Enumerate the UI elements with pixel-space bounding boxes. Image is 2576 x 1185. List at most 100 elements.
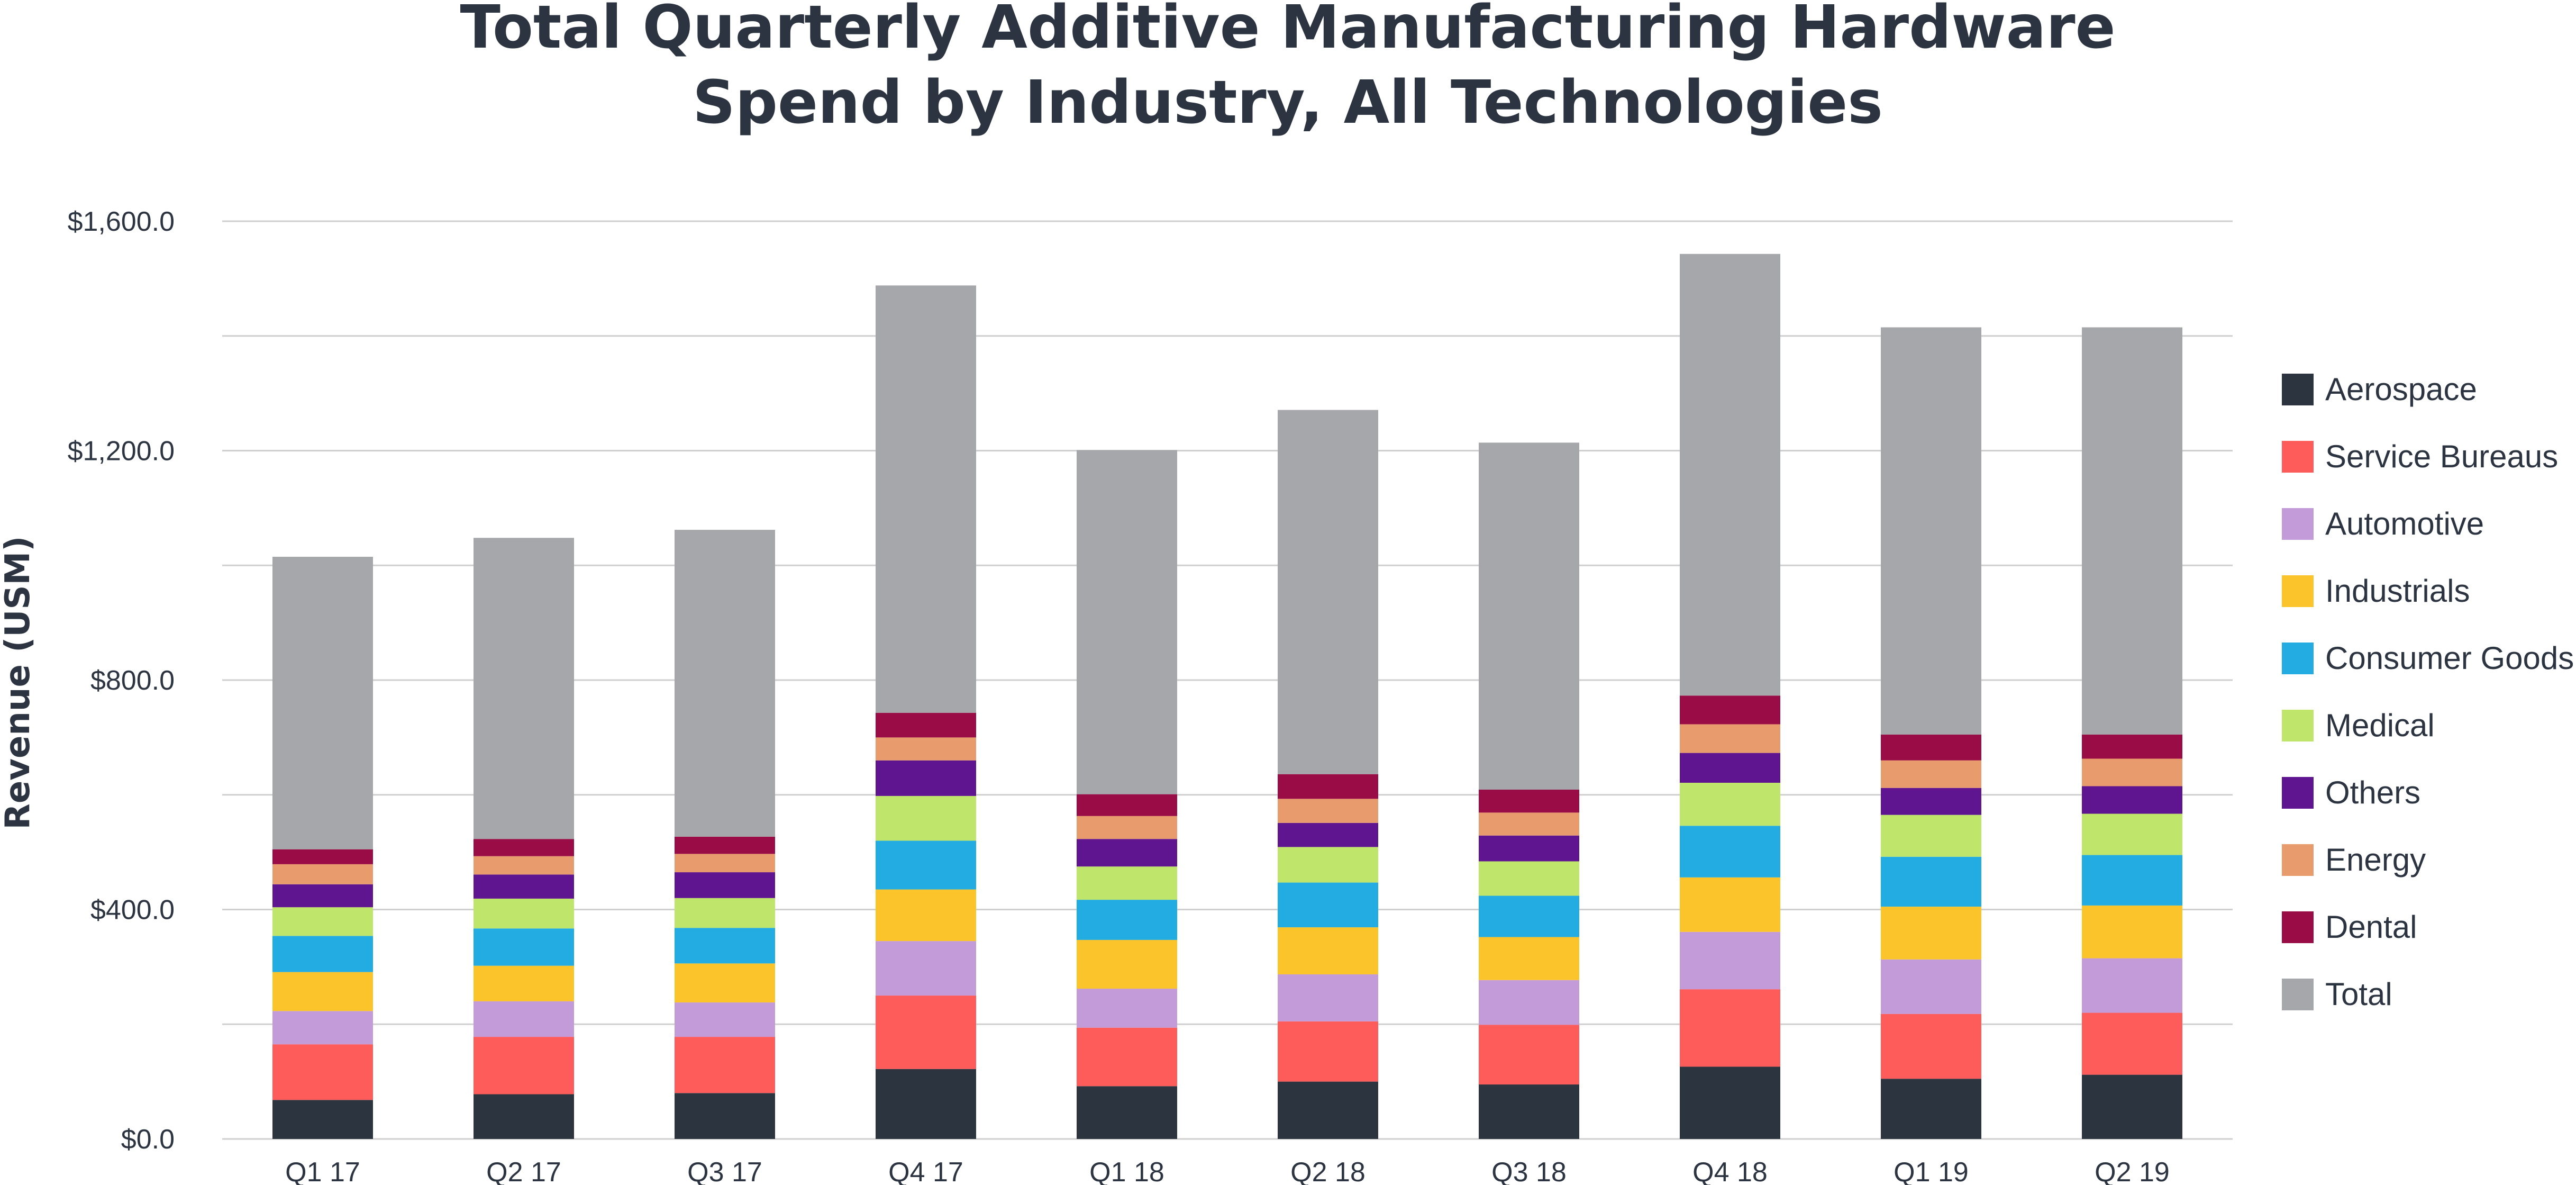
bar-consumer-goods-q1-18: [1077, 900, 1177, 940]
legend: Aerospace Service Bureaus Automotive Indust…: [2282, 372, 2574, 1012]
bar-consumer-goods-q3-17: [675, 928, 775, 964]
bar-consumer-goods-q3-18: [1479, 895, 1579, 937]
bar-total-q2-17: [474, 538, 574, 839]
bar-consumer-goods-q2-17: [474, 928, 574, 966]
bar-automotive-q2-19: [2082, 958, 2182, 1013]
legend-label-dental: Dental: [2325, 909, 2417, 945]
x-tick-label: Q1 17: [285, 1157, 360, 1185]
legend-label-aerospace: Aerospace: [2325, 372, 2477, 407]
bar-industrials-q1-18: [1077, 939, 1177, 989]
x-tick-label: Q1 19: [1894, 1157, 1969, 1185]
bar-aerospace-q4-17: [876, 1069, 976, 1139]
bar-dental-q1-19: [1881, 734, 1981, 761]
bar-dental-q4-18: [1680, 695, 1780, 725]
bar-industrials-q4-18: [1680, 877, 1780, 932]
legend-label-total: Total: [2325, 976, 2392, 1012]
legend-swatch-industrials: [2282, 575, 2314, 607]
legend-label-consumer-goods: Consumer Goods: [2325, 640, 2574, 676]
x-tick-label: Q2 18: [1290, 1157, 1366, 1185]
bar-others-q3-18: [1479, 835, 1579, 862]
chart-title-line-1: Total Quarterly Additive Manufacturing H…: [460, 0, 2115, 62]
bar-aerospace-q3-18: [1479, 1084, 1579, 1139]
bar-automotive-q1-19: [1881, 959, 1981, 1014]
x-tick-label: Q1 18: [1089, 1157, 1164, 1185]
bar-total-q3-18: [1479, 442, 1579, 790]
bar-aerospace-q3-17: [675, 1093, 775, 1139]
bar-consumer-goods-q1-17: [272, 936, 373, 972]
bar-consumer-goods-q1-19: [1881, 856, 1981, 907]
bar-others-q2-19: [2082, 786, 2182, 814]
bar-others-q3-17: [675, 872, 775, 898]
bar-service-bureaus-q1-19: [1881, 1014, 1981, 1079]
bar-service-bureaus-q3-18: [1479, 1025, 1579, 1085]
bar-industrials-q1-17: [272, 972, 373, 1011]
bar-aerospace-q2-18: [1278, 1081, 1378, 1139]
bar-industrials-q1-19: [1881, 907, 1981, 960]
x-tick-label: Q4 17: [888, 1157, 963, 1185]
legend-swatch-dental: [2282, 911, 2314, 943]
bar-others-q4-18: [1680, 753, 1780, 783]
y-tick-label: $1,200.0: [68, 436, 175, 467]
legend-swatch-total: [2282, 979, 2314, 1010]
bar-service-bureaus-q1-17: [272, 1044, 373, 1100]
bar-dental-q2-18: [1278, 774, 1378, 799]
bar-dental-q2-17: [474, 839, 574, 856]
bar-industrials-q2-18: [1278, 927, 1378, 974]
bar-consumer-goods-q4-18: [1680, 826, 1780, 878]
bar-automotive-q4-17: [876, 941, 976, 996]
bar-total-q1-18: [1077, 450, 1177, 794]
legend-swatch-others: [2282, 777, 2314, 809]
bar-total-q4-18: [1680, 254, 1780, 696]
bar-medical-q3-18: [1479, 861, 1579, 896]
legend-swatch-medical: [2282, 710, 2314, 741]
bars: [272, 254, 2182, 1139]
bar-medical-q4-17: [876, 795, 976, 841]
bar-energy-q3-17: [675, 854, 775, 873]
legend-label-automotive: Automotive: [2325, 506, 2484, 541]
bar-energy-q4-18: [1680, 724, 1780, 753]
bar-dental-q1-18: [1077, 794, 1177, 816]
bar-industrials-q3-18: [1479, 937, 1579, 980]
bar-service-bureaus-q1-18: [1077, 1027, 1177, 1087]
bar-medical-q1-17: [272, 907, 373, 936]
bar-medical-q2-18: [1278, 847, 1378, 883]
bar-medical-q4-18: [1680, 782, 1780, 826]
bar-industrials-q3-17: [675, 963, 775, 1003]
bar-total-q2-18: [1278, 410, 1378, 774]
y-axis-ticks: $0.0 $400.0 $800.0 $1,200.0 $1,600.0: [68, 206, 175, 1155]
x-axis-ticks: Q1 17 Q2 17 Q3 17 Q4 17 Q1 18 Q2 18 Q3 18 Q4 18…: [285, 1157, 2170, 1185]
bar-aerospace-q2-17: [474, 1094, 574, 1139]
bar-energy-q4-17: [876, 737, 976, 761]
bar-aerospace-q2-19: [2082, 1074, 2182, 1139]
bar-energy-q1-17: [272, 864, 373, 884]
legend-label-medical: Medical: [2325, 708, 2435, 743]
bar-service-bureaus-q4-17: [876, 996, 976, 1069]
y-tick-label: $1,600.0: [68, 206, 175, 237]
bar-service-bureaus-q4-18: [1680, 989, 1780, 1067]
bar-automotive-q3-18: [1479, 980, 1579, 1025]
bar-total-q2-19: [2082, 327, 2182, 735]
bar-consumer-goods-q4-17: [876, 840, 976, 890]
bar-dental-q4-17: [876, 712, 976, 738]
bar-medical-q3-17: [675, 898, 775, 928]
bar-medical-q1-19: [1881, 815, 1981, 857]
legend-label-service-bureaus: Service Bureaus: [2325, 439, 2558, 474]
legend-label-industrials: Industrials: [2325, 573, 2470, 609]
bar-consumer-goods-q2-18: [1278, 882, 1378, 928]
bar-total-q1-17: [272, 556, 373, 849]
y-axis-label: Revenue (USM): [0, 536, 38, 830]
bar-energy-q2-18: [1278, 799, 1378, 823]
bar-medical-q2-17: [474, 898, 574, 929]
bar-dental-q2-19: [2082, 734, 2182, 759]
bar-automotive-q3-17: [675, 1002, 775, 1037]
bar-others-q1-18: [1077, 839, 1177, 867]
bar-others-q2-18: [1278, 822, 1378, 847]
bar-medical-q1-18: [1077, 866, 1177, 900]
bar-service-bureaus-q3-17: [675, 1037, 775, 1093]
bar-energy-q3-18: [1479, 812, 1579, 836]
bar-energy-q2-19: [2082, 758, 2182, 786]
bar-automotive-q4-18: [1680, 931, 1780, 990]
legend-swatch-service-bureaus: [2282, 441, 2314, 473]
bar-aerospace-q1-17: [272, 1100, 373, 1139]
